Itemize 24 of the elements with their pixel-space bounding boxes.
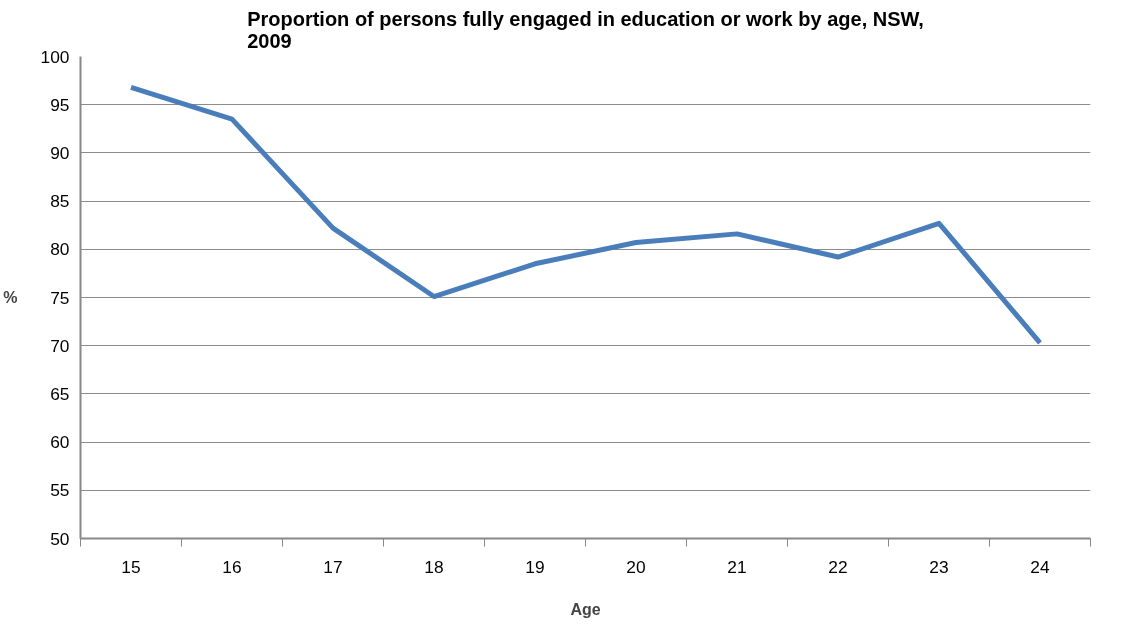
y-tick-label: 55 [50, 480, 70, 501]
x-tick-label: 16 [222, 556, 242, 577]
x-tick-label: 15 [121, 556, 141, 577]
x-tick-label: 17 [323, 556, 343, 577]
y-tick-label: 70 [50, 335, 70, 356]
x-tick-label: 19 [525, 556, 545, 577]
x-tick-label: 21 [727, 556, 747, 577]
x-tick-label: 18 [424, 556, 444, 577]
x-tick-label: 23 [929, 556, 949, 577]
y-tick-label: 75 [50, 287, 70, 308]
y-tick-label: 50 [50, 528, 70, 549]
x-axis-title: Age [570, 600, 601, 618]
x-tick-label: 24 [1030, 556, 1050, 577]
y-tick-label: 90 [50, 142, 70, 163]
y-tick-label: 80 [50, 239, 70, 260]
y-tick-label: 100 [40, 46, 70, 67]
chart-title: Proportion of persons fully engaged in education or work by age, NSW, 2009 [247, 7, 924, 52]
y-tick-label: 85 [50, 191, 70, 212]
y-tick-label: 60 [50, 432, 70, 453]
y-tick-label: 95 [50, 94, 70, 115]
x-tick-label: 20 [626, 556, 646, 577]
y-tick-label: 65 [50, 383, 70, 404]
x-tick-label: 22 [828, 556, 848, 577]
y-axis-title: % [3, 289, 18, 306]
